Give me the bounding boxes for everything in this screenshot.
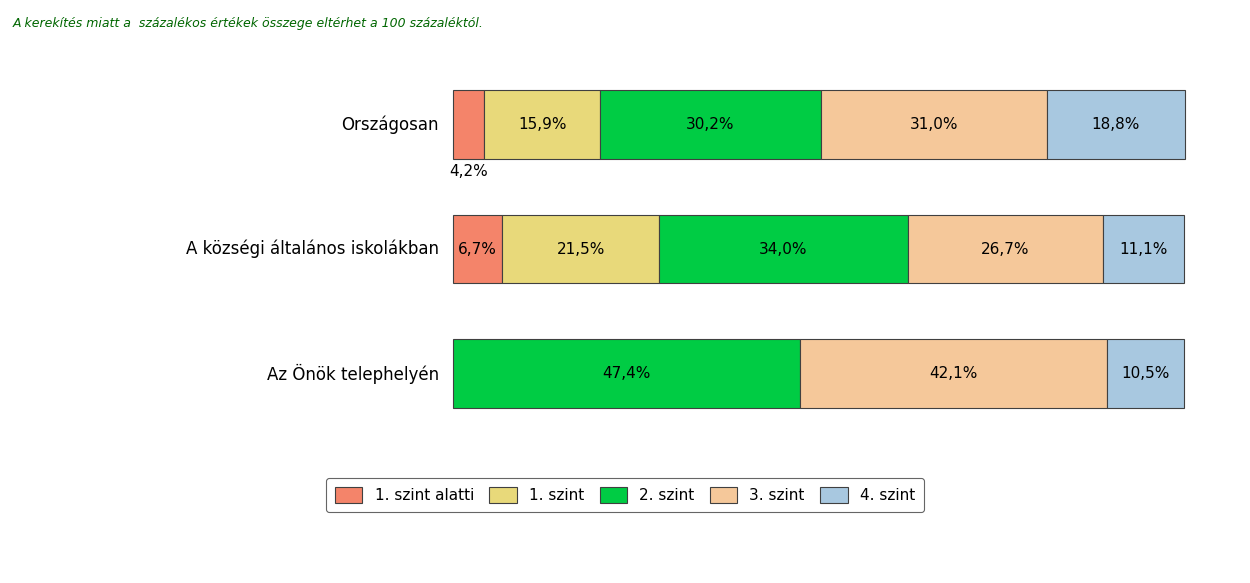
Text: 21,5%: 21,5% — [556, 241, 605, 257]
Text: A községi általános iskolákban: A községi általános iskolákban — [186, 240, 439, 258]
Bar — [908, 215, 1102, 283]
Bar — [1108, 339, 1184, 408]
Bar — [821, 90, 1048, 159]
Text: 11,1%: 11,1% — [1119, 241, 1168, 257]
Bar — [503, 215, 659, 283]
Legend: 1. szint alatti, 1. szint, 2. szint, 3. szint, 4. szint: 1. szint alatti, 1. szint, 2. szint, 3. … — [326, 478, 924, 512]
Bar — [600, 90, 821, 159]
Bar — [1102, 215, 1184, 283]
Text: 42,1%: 42,1% — [929, 366, 978, 381]
Text: 26,7%: 26,7% — [981, 241, 1030, 257]
Text: 30,2%: 30,2% — [686, 117, 735, 132]
Text: Az Önök telephelyén: Az Önök telephelyén — [266, 363, 439, 384]
Bar — [454, 339, 800, 408]
Bar — [800, 339, 1108, 408]
Text: 4,2%: 4,2% — [449, 164, 488, 179]
Bar — [454, 90, 484, 159]
Bar — [1048, 90, 1185, 159]
Text: Országosan: Országosan — [341, 115, 439, 134]
Text: 34,0%: 34,0% — [759, 241, 808, 257]
Text: 6,7%: 6,7% — [459, 241, 498, 257]
Text: A kerekítés miatt a  százalékos értékek összege eltérhet a 100 százaléktól.: A kerekítés miatt a százalékos értékek ö… — [12, 17, 484, 30]
Text: 15,9%: 15,9% — [518, 117, 566, 132]
Text: 18,8%: 18,8% — [1091, 117, 1140, 132]
Text: 31,0%: 31,0% — [910, 117, 959, 132]
Bar — [484, 90, 600, 159]
Text: 10,5%: 10,5% — [1121, 366, 1170, 381]
Text: 47,4%: 47,4% — [602, 366, 651, 381]
Bar — [454, 215, 503, 283]
Bar — [659, 215, 908, 283]
